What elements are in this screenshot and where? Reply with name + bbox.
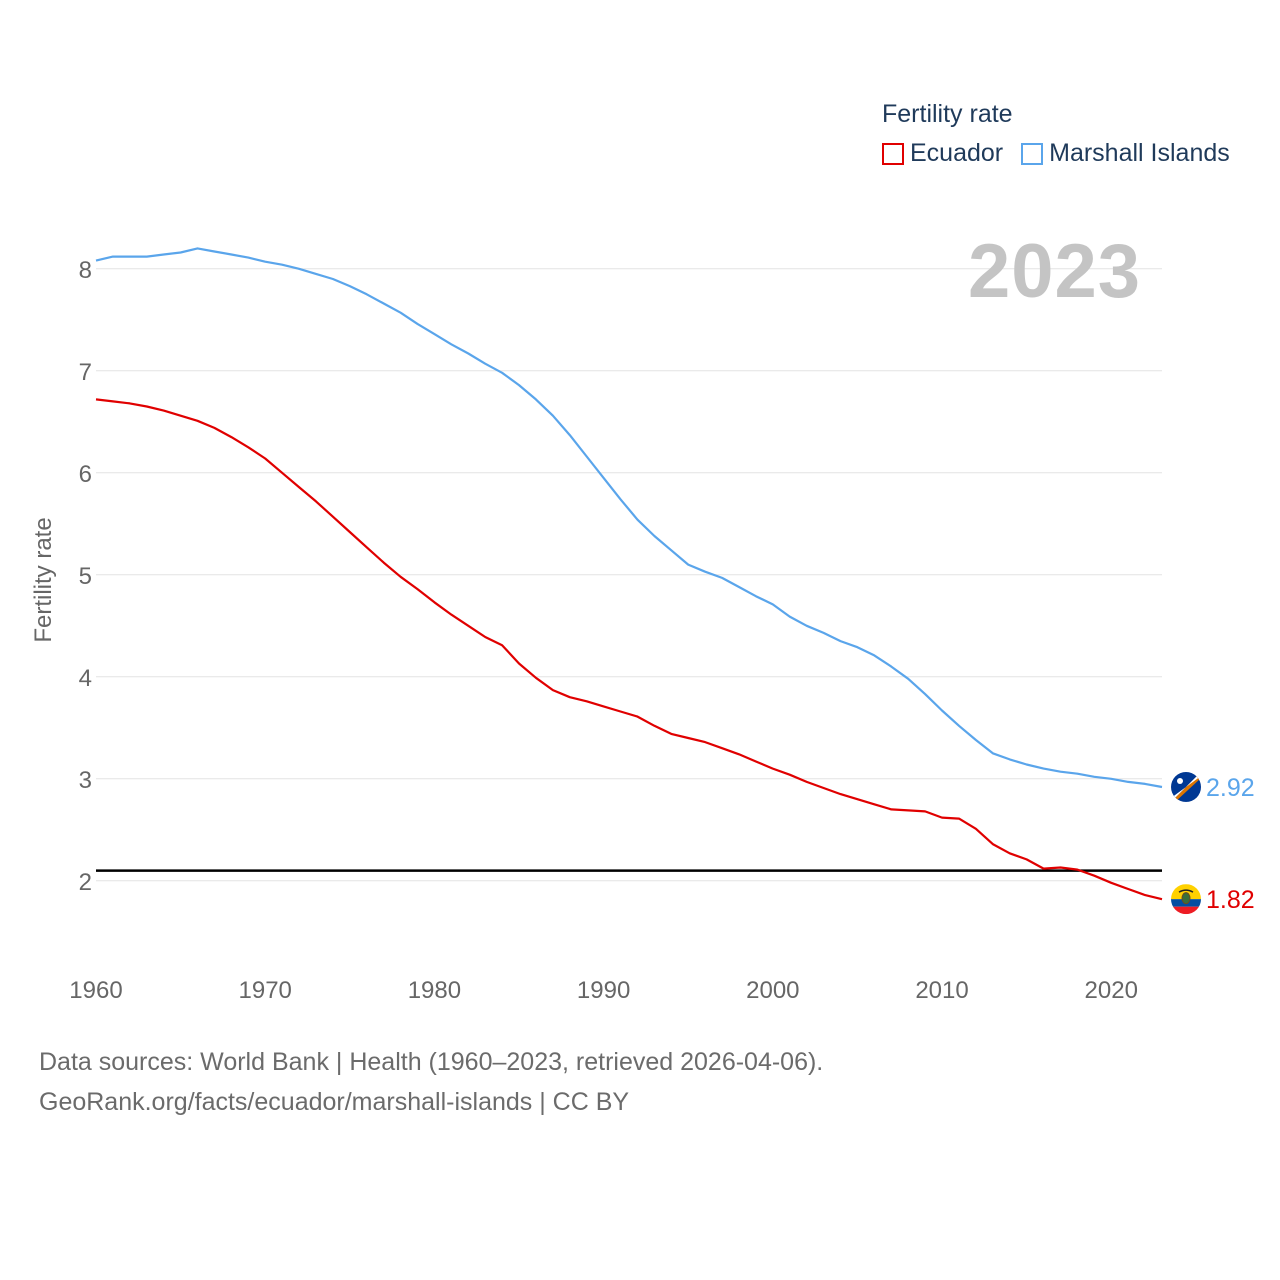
x-tick-label: 1970 — [239, 977, 292, 1004]
y-tick-label: 3 — [79, 767, 92, 794]
y-tick-label: 5 — [79, 563, 92, 590]
footer: Data sources: World Bank | Health (1960–… — [39, 1042, 823, 1122]
x-axis-ticks: 1960 1970 1980 1990 2000 2010 2020 — [69, 977, 1138, 1004]
y-tick-label: 8 — [79, 257, 92, 284]
legend-label-marshall-islands: Marshall Islands — [1049, 139, 1230, 167]
y-tick-label: 2 — [79, 869, 92, 896]
y-axis-label: Fertility rate — [30, 517, 57, 642]
x-tick-label: 1960 — [69, 977, 122, 1004]
x-tick-label: 2010 — [915, 977, 968, 1004]
footer-sources: Data sources: World Bank | Health (1960–… — [39, 1048, 824, 1076]
footer-attribution[interactable]: GeoRank.org/facts/ecuador/marshall-islan… — [39, 1088, 630, 1116]
end-markers: 1.82 2.92 — [1171, 771, 1255, 915]
series-line-ecuador[interactable] — [95, 398, 1163, 901]
legend: Fertility rate Ecuador Marshall Islands — [882, 100, 1230, 168]
legend-swatch-ecuador — [882, 142, 904, 165]
series-line-marshall-islands[interactable] — [95, 247, 1163, 789]
y-tick-label: 7 — [79, 359, 92, 386]
end-value-label-marshall-islands: 2.92 — [1206, 774, 1255, 802]
y-tick-label: 4 — [79, 665, 92, 692]
legend-item-marshall-islands[interactable]: Marshall Islands — [1021, 139, 1230, 168]
legend-swatch-marshall-islands — [1021, 142, 1044, 165]
legend-title: Fertility rate — [882, 100, 1013, 128]
legend-item-ecuador[interactable]: Ecuador — [882, 139, 1003, 168]
series-lines — [95, 247, 1163, 901]
x-tick-label: 2000 — [746, 977, 799, 1004]
x-tick-label: 1990 — [577, 977, 630, 1004]
ecuador-flag-icon — [1171, 884, 1201, 915]
x-tick-label: 2020 — [1085, 977, 1138, 1004]
grid-lines — [96, 268, 1162, 882]
end-value-label-ecuador: 1.82 — [1206, 886, 1255, 914]
legend-label-ecuador: Ecuador — [910, 139, 1004, 167]
x-tick-label: 1980 — [408, 977, 461, 1004]
marshall-islands-flag-icon — [1171, 771, 1201, 802]
y-tick-label: 6 — [79, 461, 92, 488]
year-label: 2023 — [968, 229, 1142, 314]
y-axis-ticks: 2 3 4 5 6 7 8 — [79, 257, 92, 896]
